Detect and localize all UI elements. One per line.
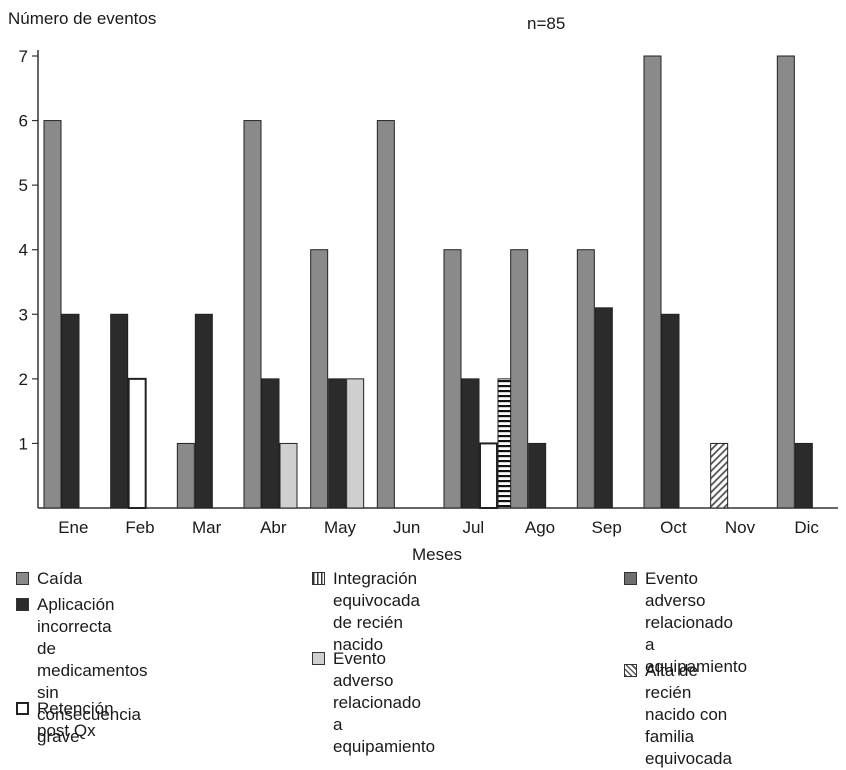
legend-item-integracion: Integración equivocada de recién nacido — [312, 568, 420, 656]
bar-aplicacion-incorrecta-de-medicamentos-sin-consecuencia-grave-ago — [528, 442, 547, 509]
legend-label-equipamiento-2: Evento adverso relacionado a equipamient… — [645, 569, 748, 676]
bar-caida-dic — [776, 55, 795, 509]
sample-size-annotation: n=85 — [527, 14, 565, 33]
x-tick-label: May — [324, 518, 357, 537]
bar-aplicacion-incorrecta-de-medicamentos-sin-consecuencia-grave-sep — [594, 307, 613, 509]
x-tick-label: Dic — [794, 518, 819, 537]
bar-caida-ago — [510, 249, 529, 509]
y-tick-label: 4 — [19, 241, 28, 260]
legend-swatch-aplicacion — [16, 598, 29, 611]
y-tick-label: 7 — [19, 47, 28, 66]
y-tick-label: 6 — [19, 112, 28, 131]
bar-caida-sep — [576, 249, 595, 509]
bar-caida-jun — [376, 120, 395, 509]
legend-item-retencion: Retención post Qx — [16, 698, 114, 742]
legend-item-alta: Alta de recién nacido con familia equivo… — [624, 660, 732, 770]
x-tick-label: Jun — [393, 518, 420, 537]
legend-swatch-alta — [624, 664, 637, 677]
bar-caida-abr — [243, 120, 262, 509]
bar-caida-oct — [643, 55, 662, 509]
x-tick-label: Sep — [592, 518, 622, 537]
legend-swatch-integracion — [312, 572, 325, 585]
bar-aplicacion-incorrecta-de-medicamentos-sin-consecuencia-grave-mar — [194, 313, 213, 509]
bar-aplicacion-incorrecta-de-medicamentos-sin-consecuencia-grave-dic — [794, 442, 813, 509]
legend-label-integracion: Integración equivocada de recién nacido — [333, 569, 420, 654]
y-tick-label: 3 — [19, 305, 28, 324]
legend-swatch-retencion — [16, 702, 29, 715]
bar-evento-adverso-relacionado-a-equipamiento-abr — [279, 442, 298, 509]
x-tick-label: Ago — [525, 518, 555, 537]
legend-label-caida: Caída — [37, 569, 83, 588]
y-tick-label: 1 — [19, 434, 28, 453]
bar-aplicacion-incorrecta-de-medicamentos-sin-consecuencia-grave-feb — [110, 313, 129, 509]
y-tick-label: 2 — [19, 370, 28, 389]
x-tick-label: Nov — [725, 518, 756, 537]
legend-item-aplicacion: Aplicación incorrecta de medicamentos si… — [16, 594, 148, 748]
bar-caida-may — [310, 249, 329, 509]
x-tick-label: Ene — [58, 518, 88, 537]
x-tick-label: Jul — [462, 518, 484, 537]
bar-aplicacion-incorrecta-de-medicamentos-sin-consecuencia-grave-abr — [261, 378, 280, 509]
bar-aplicacion-incorrecta-de-medicamentos-sin-consecuencia-grave-may — [328, 378, 347, 509]
bar-chart: Número de eventos n=85 Meses 1 2 3 4 5 6 7 Ene F… — [8, 9, 838, 564]
legend-swatch-caida — [16, 572, 29, 585]
x-tick-label: Mar — [192, 518, 222, 537]
x-tick-label: Oct — [660, 518, 687, 537]
x-axis-label: Meses — [412, 545, 462, 564]
bar-aplicacion-incorrecta-de-medicamentos-sin-consecuencia-grave-oct — [661, 313, 680, 509]
y-axis-label: Número de eventos — [8, 9, 156, 28]
bar-aplicacion-incorrecta-de-medicamentos-sin-consecuencia-grave-ene — [61, 313, 80, 509]
plot-area: 1 2 3 4 5 6 7 Ene Feb Mar Abr May Jun Jul Ago Sep Oct Nov… — [19, 47, 838, 537]
bar-retencion-post-qx-feb — [127, 377, 147, 509]
x-tick-label: Abr — [260, 518, 287, 537]
bar-alta-de-recien-nacido-con-familia-equivocada-nov — [710, 442, 729, 509]
legend-label-aplicacion: Aplicación incorrecta de medicamentos si… — [37, 595, 148, 746]
legend-item-caida: Caída — [16, 568, 82, 590]
bar-caida-ene — [43, 120, 62, 509]
bar-caida-mar — [176, 442, 195, 509]
y-tick-label: 5 — [19, 176, 28, 195]
bar-aplicacion-incorrecta-de-medicamentos-sin-consecuencia-grave-jul — [461, 378, 480, 509]
legend-label-equipamiento-1: Evento adverso relacionado a equipamient… — [333, 649, 436, 756]
legend-swatch-equipamiento-2 — [624, 572, 637, 585]
legend-label-retencion: Retención post Qx — [37, 699, 114, 740]
legend-item-equipamiento-2: Evento adverso relacionado a equipamient… — [624, 568, 747, 678]
bar-caida-jul — [443, 249, 462, 509]
legend-label-alta: Alta de recién nacido con familia equivo… — [645, 661, 732, 768]
bar-retencion-post-qx-jul — [479, 442, 498, 509]
legend-item-equipamiento-1: Evento adverso relacionado a equipamient… — [312, 648, 435, 758]
x-tick-label: Feb — [125, 518, 154, 537]
bar-evento-adverso-relacionado-a-equipamiento-may — [346, 378, 365, 509]
legend-swatch-equipamiento-1 — [312, 652, 325, 665]
